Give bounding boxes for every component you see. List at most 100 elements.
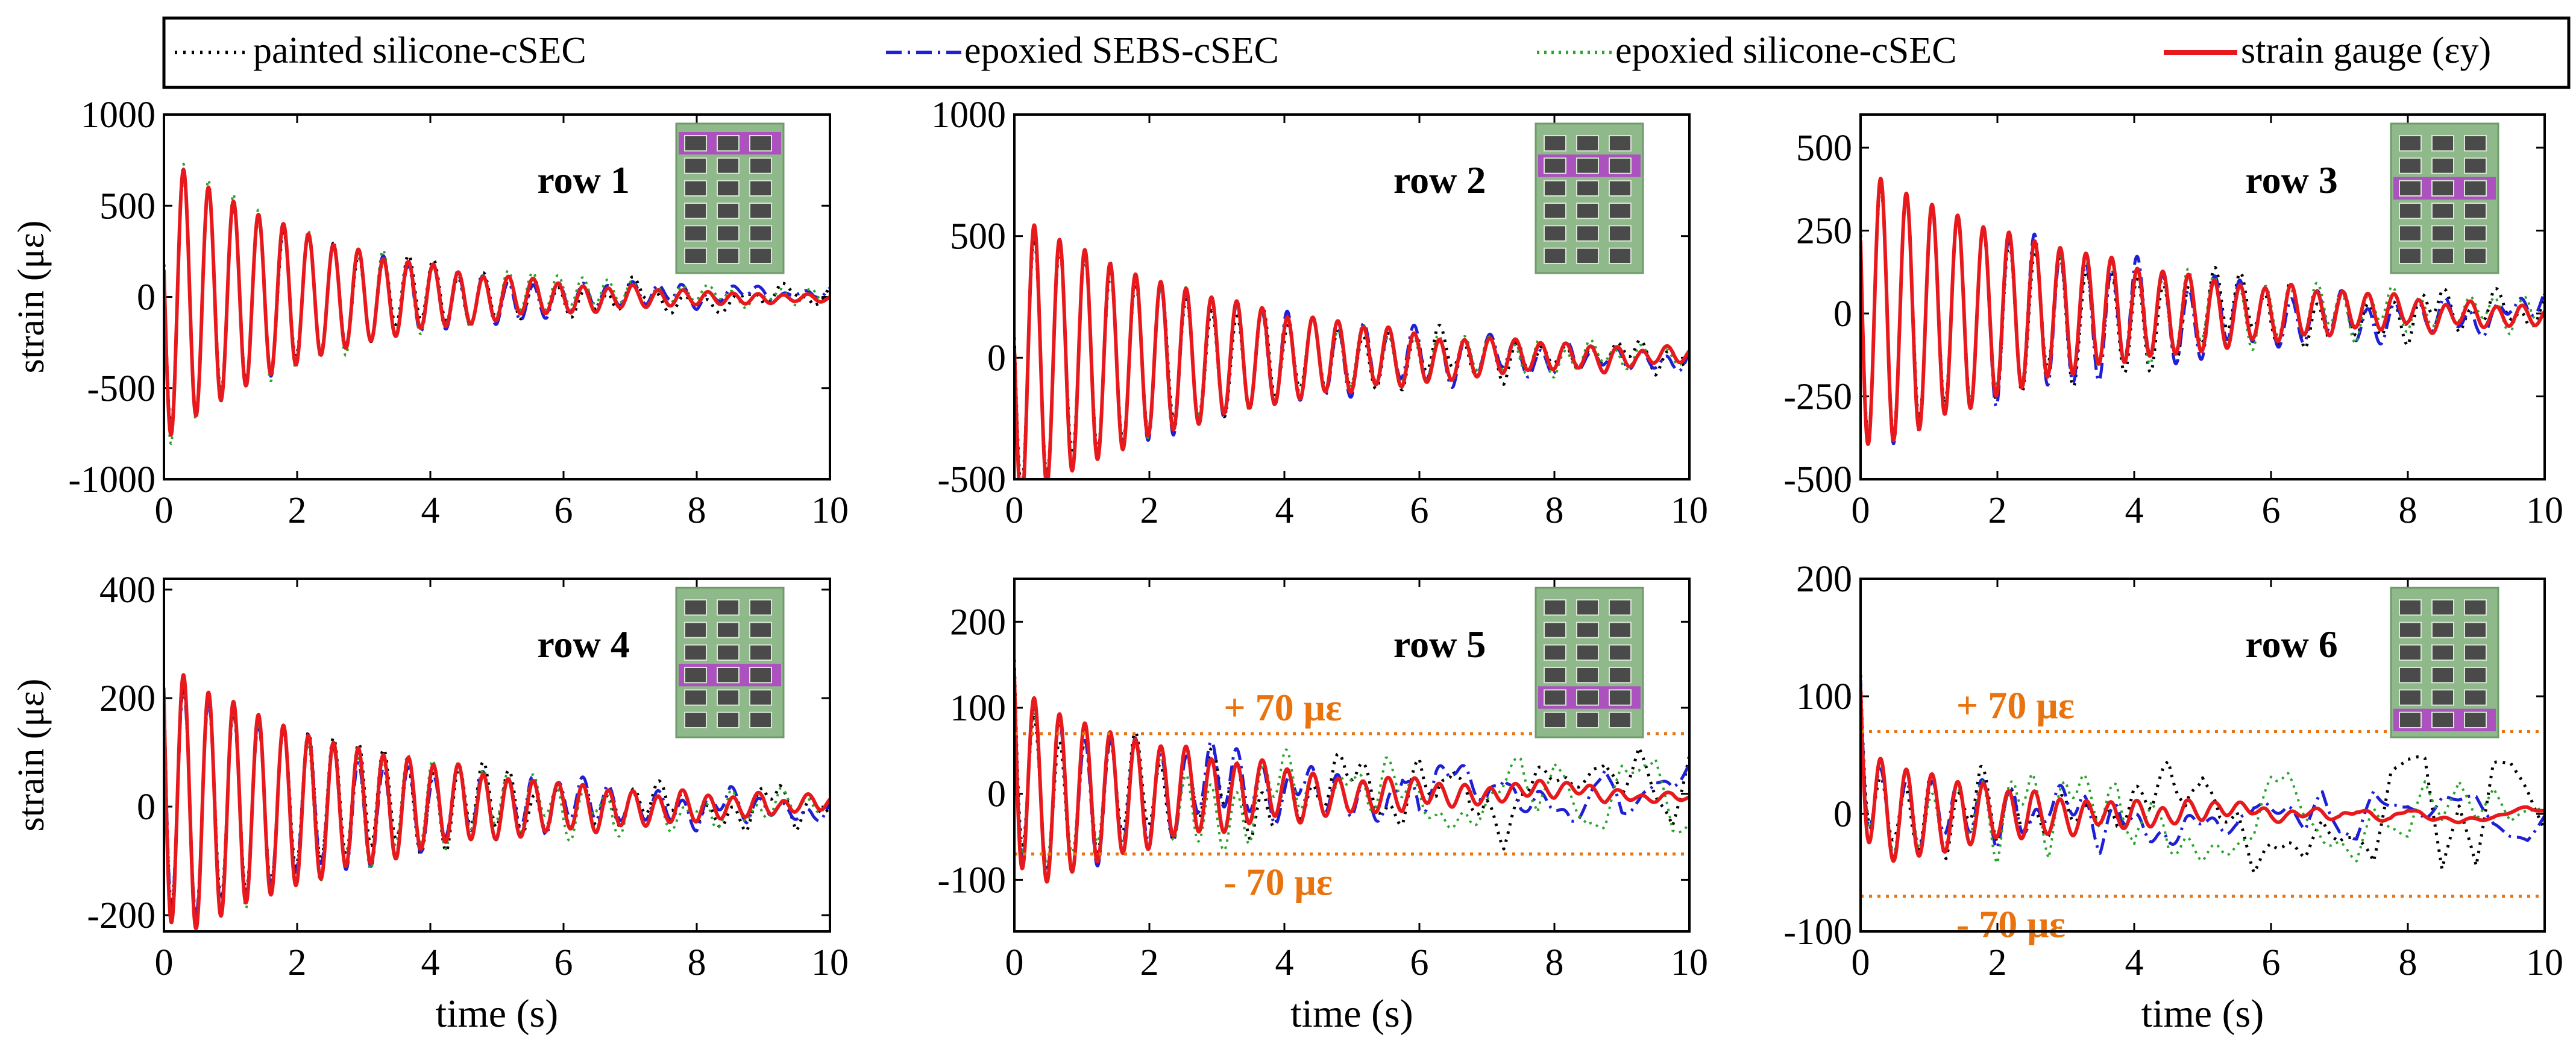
sensor-cell: [1576, 644, 1599, 661]
series-line-gauge: [1861, 177, 2545, 446]
sensor-cell: [1609, 225, 1632, 242]
y-tick-label: -500: [937, 459, 1006, 500]
sensor-cell: [2464, 622, 2487, 638]
plot-frame: [163, 113, 831, 480]
x-tick-label: 2: [288, 942, 307, 983]
sensor-cell: [684, 667, 707, 684]
sensor-cell: [1544, 622, 1566, 638]
sensor-cell: [717, 135, 740, 152]
sensor-cell: [1544, 599, 1566, 616]
sensor-cell: [1544, 135, 1566, 152]
sensor-cell: [2399, 667, 2422, 684]
sensor-cell: [1544, 711, 1566, 728]
series-line-gauge: [164, 673, 830, 930]
sensor-cell: [2464, 180, 2487, 197]
x-tick-label: 10: [811, 490, 849, 531]
sensor-array-inset: [1535, 122, 1644, 274]
x-tick-label: 2: [1140, 490, 1159, 531]
sensor-array-inset: [2390, 587, 2499, 739]
sensor-cell: [2464, 644, 2487, 661]
sensor-cell: [684, 689, 707, 706]
x-tick-label: 6: [1410, 942, 1429, 983]
sensor-cell: [1609, 157, 1632, 174]
y-tick-label: 200: [950, 602, 1006, 643]
x-tick-label: 0: [1852, 942, 1870, 983]
series-group: [1014, 223, 1689, 479]
series-group: [164, 673, 830, 930]
sensor-cell: [717, 247, 740, 264]
sensor-cell: [1576, 622, 1599, 638]
legend-label-sebs: epoxied SEBS-cSEC: [964, 30, 1279, 71]
x-tick-label: 10: [1671, 942, 1708, 983]
x-tick-label: 6: [554, 490, 573, 531]
sensor-array-inset: [1535, 587, 1644, 739]
x-tick-label: 6: [2262, 490, 2281, 531]
x-tick-label: 0: [1005, 942, 1024, 983]
threshold-label: + 70 με: [1224, 686, 1342, 729]
sensor-array-inset: [2390, 122, 2499, 274]
chart-panel-row-5: 0 2 4 6 8 10 -100 0 100 200 time (s) + 70 με - 70 με…: [937, 578, 1708, 1036]
sensor-cell: [2399, 622, 2422, 638]
legend-label-silicone: epoxied silicone-cSEC: [1615, 30, 1956, 71]
legend: painted silicone-cSEC epoxied SEBS-cSEC …: [162, 16, 2571, 89]
sensor-array-inset: [675, 122, 785, 274]
sensor-cell: [2399, 157, 2422, 174]
x-tick-label: 10: [2526, 490, 2563, 531]
plot-frame: [1859, 113, 2546, 480]
sensor-cell: [2464, 689, 2487, 706]
panel-title: row 6: [2245, 623, 2337, 666]
x-tick-label: 8: [2399, 490, 2417, 531]
sensor-cell: [1609, 203, 1632, 219]
sensor-cell: [717, 689, 740, 706]
sensor-cell: [684, 225, 707, 242]
sensor-cell: [684, 644, 707, 661]
sensor-cell: [2464, 247, 2487, 264]
y-tick-label: 500: [99, 186, 156, 227]
series-line-gauge: [1014, 675, 1689, 884]
chart-panel-row-1: 0 2 4 6 8 10 -1000 -500 0 500 1000 strain (με) row 1: [11, 95, 849, 531]
sensor-cell: [749, 157, 772, 174]
sensor-cell: [684, 711, 707, 728]
series-line-painted: [1861, 184, 2545, 437]
x-tick-label: 2: [1140, 942, 1159, 983]
sensor-cell: [749, 135, 772, 152]
sensor-cell: [749, 689, 772, 706]
y-tick-label: 100: [950, 688, 1006, 729]
sensor-cell: [2464, 203, 2487, 219]
x-axis-label: time (s): [2141, 992, 2264, 1036]
sensor-cell: [1544, 644, 1566, 661]
sensor-cell: [684, 203, 707, 219]
panel-title: row 1: [537, 159, 629, 201]
y-tick-label: -1000: [68, 459, 156, 500]
x-tick-label: 8: [688, 490, 706, 531]
sensor-cell: [2431, 157, 2454, 174]
x-axis-label: time (s): [1290, 992, 1413, 1036]
y-tick-label: 200: [1796, 559, 1852, 600]
x-tick-label: 6: [1410, 490, 1429, 531]
sensor-cell: [749, 644, 772, 661]
sensor-cell: [749, 203, 772, 219]
legend-label-gauge: strain gauge (εy): [2241, 30, 2491, 71]
sensor-cell: [1609, 247, 1632, 264]
sensor-cell: [749, 711, 772, 728]
sensor-cell: [1576, 225, 1599, 242]
sensor-cell: [2464, 157, 2487, 174]
sensor-cell: [2464, 135, 2487, 152]
plot-frame: [1013, 578, 1691, 933]
sensor-cell: [1544, 225, 1566, 242]
series-line-silicone: [164, 681, 830, 927]
y-tick-label: 200: [99, 678, 156, 719]
y-tick-label: 0: [987, 774, 1006, 815]
x-tick-label: 8: [2399, 942, 2417, 983]
threshold-label: + 70 με: [1956, 684, 2075, 727]
plot-frame: [163, 578, 831, 933]
sensor-cell: [1544, 667, 1566, 684]
y-tick-label: 0: [1833, 794, 1852, 835]
sensor-cell: [2431, 180, 2454, 197]
sensor-cell: [2399, 689, 2422, 706]
sensor-cell: [2399, 135, 2422, 152]
sensor-cell: [2464, 711, 2487, 728]
x-tick-label: 0: [155, 942, 174, 983]
x-tick-label: 0: [155, 490, 174, 531]
